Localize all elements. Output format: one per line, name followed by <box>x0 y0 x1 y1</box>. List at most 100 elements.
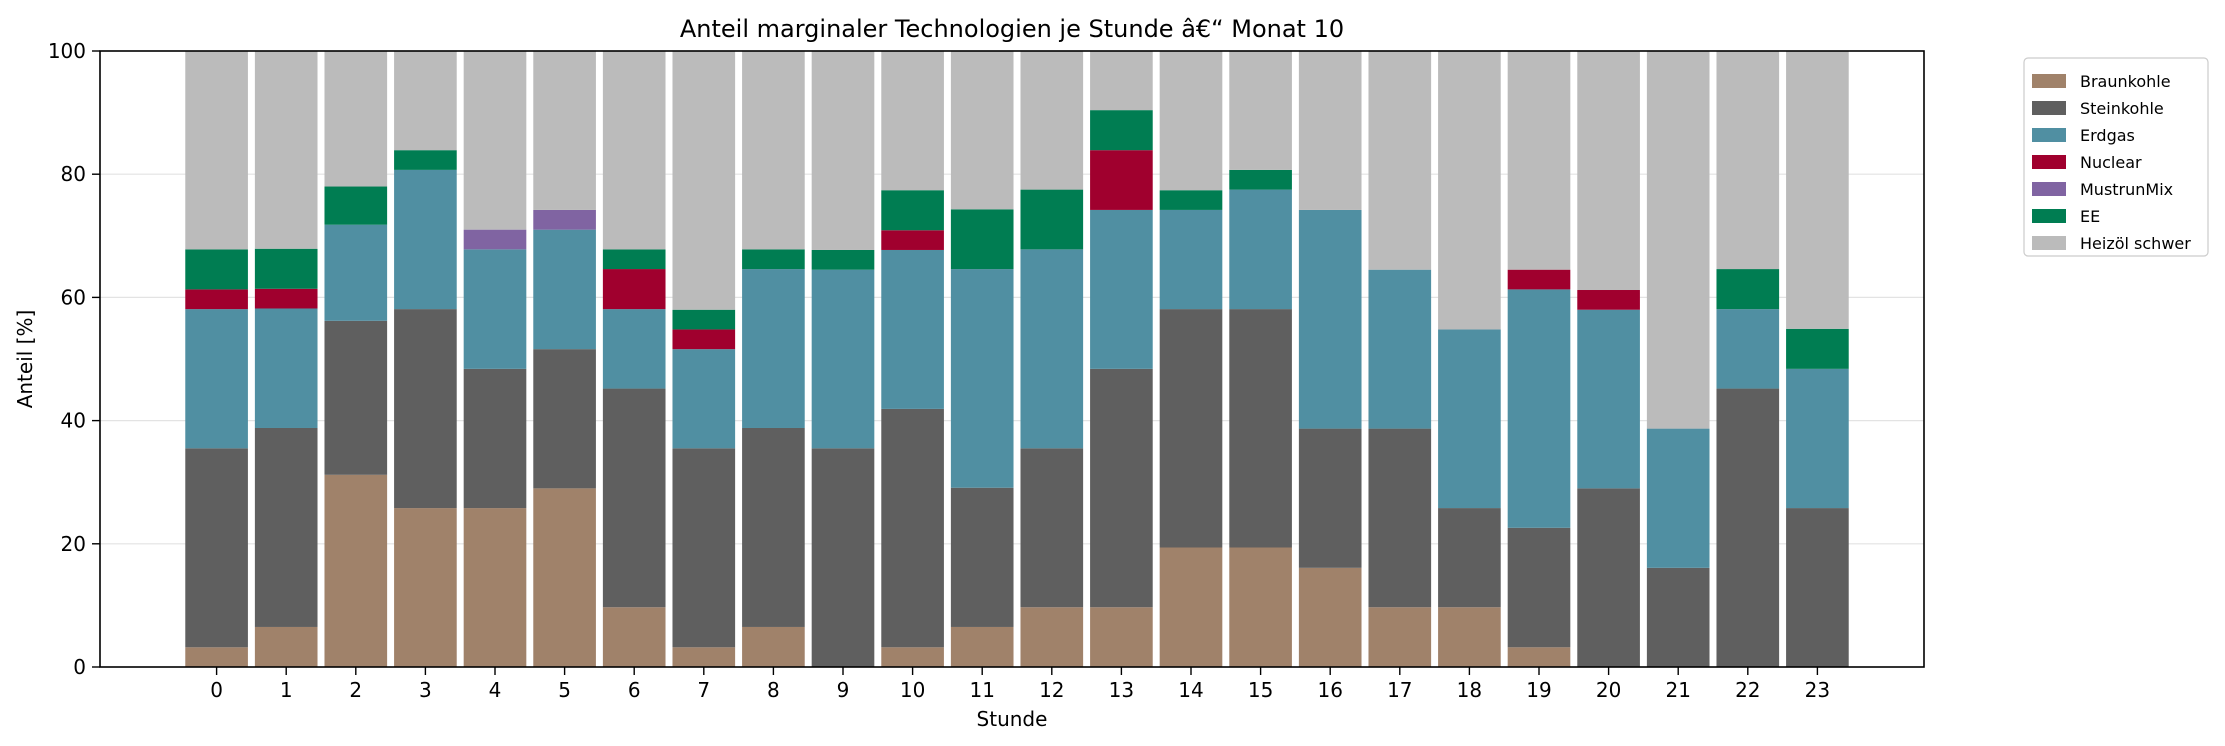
bar-segment <box>185 289 248 310</box>
bar-segment <box>254 308 318 428</box>
bar-segment <box>1090 51 1153 111</box>
bar-segment <box>1159 547 1223 667</box>
bar-segment <box>672 647 736 667</box>
bar-segment <box>602 269 666 310</box>
y-axis-label: Anteil [%] <box>13 310 37 409</box>
bar-segment <box>742 249 805 270</box>
bar-segment <box>672 309 736 330</box>
bar-segment <box>881 51 944 191</box>
bar-segment <box>1786 51 1849 329</box>
bar-segment <box>1438 329 1501 509</box>
bar-segment <box>881 249 944 409</box>
bar-segment <box>1229 309 1292 548</box>
y-tick-label: 0 <box>73 655 86 679</box>
bar-segment <box>742 427 805 627</box>
bar-segment <box>533 209 596 230</box>
x-tick-label: 10 <box>900 678 925 702</box>
bar-segment <box>1716 51 1780 270</box>
x-tick-label: 22 <box>1735 678 1760 702</box>
bar-segment <box>185 448 248 648</box>
bar-segment <box>1507 269 1571 290</box>
legend-frame <box>2023 57 2209 257</box>
x-tick-label: 6 <box>628 678 641 702</box>
x-tick-label: 5 <box>558 678 571 702</box>
bar-segment <box>672 349 736 449</box>
legend-label: Erdgas <box>2080 126 2135 145</box>
bar-segment <box>1229 51 1292 170</box>
bar-segment <box>1298 567 1362 667</box>
bar-segment <box>1577 488 1640 667</box>
bar-segment <box>1229 169 1292 190</box>
bar-segment <box>1438 51 1501 330</box>
bar-segment <box>602 309 666 389</box>
bar-segment <box>1507 289 1571 528</box>
bar-segment <box>950 626 1014 667</box>
bar-segment <box>811 448 875 667</box>
bar-segment <box>1716 309 1780 389</box>
bar-segment <box>254 248 318 289</box>
bar-segment <box>1646 567 1710 667</box>
bar-segment <box>533 349 596 489</box>
bar-segment <box>1090 607 1153 667</box>
legend: Braunkohle Steinkohle Erdgas Nuclear Mustrun… <box>2023 57 2209 257</box>
bar-segment <box>602 249 666 270</box>
bar-segment <box>881 408 944 648</box>
bar-segment <box>394 150 457 170</box>
legend-swatch <box>2032 182 2066 196</box>
bar-segment <box>1577 51 1640 291</box>
bar-segment <box>1507 647 1571 667</box>
y-tick-label: 80 <box>61 162 86 186</box>
bar-segment <box>394 51 457 151</box>
bar-segment <box>811 269 875 449</box>
bar-segment <box>1368 51 1432 270</box>
bar-segment <box>324 320 388 475</box>
bar-segment <box>254 427 318 627</box>
y-tick-label: 40 <box>61 409 86 433</box>
bar-segment <box>533 488 596 667</box>
x-tick-label: 8 <box>767 678 780 702</box>
legend-label: MustrunMix <box>2080 180 2173 199</box>
x-tick-label: 19 <box>1526 678 1551 702</box>
bar-segment <box>394 169 457 310</box>
bar-segment <box>1020 607 1084 667</box>
bar-segment <box>1786 328 1849 369</box>
bar-segment <box>1298 428 1362 568</box>
bar-segment <box>1786 508 1849 667</box>
x-tick-label: 13 <box>1109 678 1134 702</box>
x-tick-label: 23 <box>1805 678 1830 702</box>
bar-segment <box>1090 150 1153 210</box>
bar-segment <box>1090 209 1153 369</box>
legend-swatch <box>2032 101 2066 115</box>
bar-segment <box>672 51 736 310</box>
plot-frame <box>99 50 1925 668</box>
x-tick-label: 18 <box>1457 678 1482 702</box>
bar-segment <box>950 209 1014 270</box>
bar-segment <box>185 647 248 667</box>
bar-segment <box>185 309 248 449</box>
legend-label: Braunkohle <box>2080 72 2171 91</box>
x-tick-label: 15 <box>1248 678 1273 702</box>
bar-segment <box>533 229 596 350</box>
bar-segment <box>394 309 457 509</box>
bar-segment <box>1786 368 1849 509</box>
x-tick-label: 2 <box>349 678 362 702</box>
bar-segment <box>950 51 1014 210</box>
x-tick-label: 3 <box>419 678 432 702</box>
bar-segment <box>1507 51 1571 270</box>
bar-segment <box>324 224 388 321</box>
bar-segment <box>950 487 1014 627</box>
bar-segment <box>1298 209 1362 429</box>
y-tick-label: 60 <box>61 285 86 309</box>
bar-segment <box>811 51 875 250</box>
x-tick-label: 11 <box>969 678 994 702</box>
bar-segment <box>1368 269 1432 429</box>
bar-segment <box>1646 428 1710 568</box>
bar-segment <box>324 474 388 667</box>
bar-segment <box>463 51 527 230</box>
bar-segment <box>881 647 944 667</box>
bar-segment <box>463 249 527 369</box>
bar-segment <box>324 186 388 225</box>
x-tick-label: 16 <box>1317 678 1342 702</box>
bar-segment <box>1020 189 1084 250</box>
